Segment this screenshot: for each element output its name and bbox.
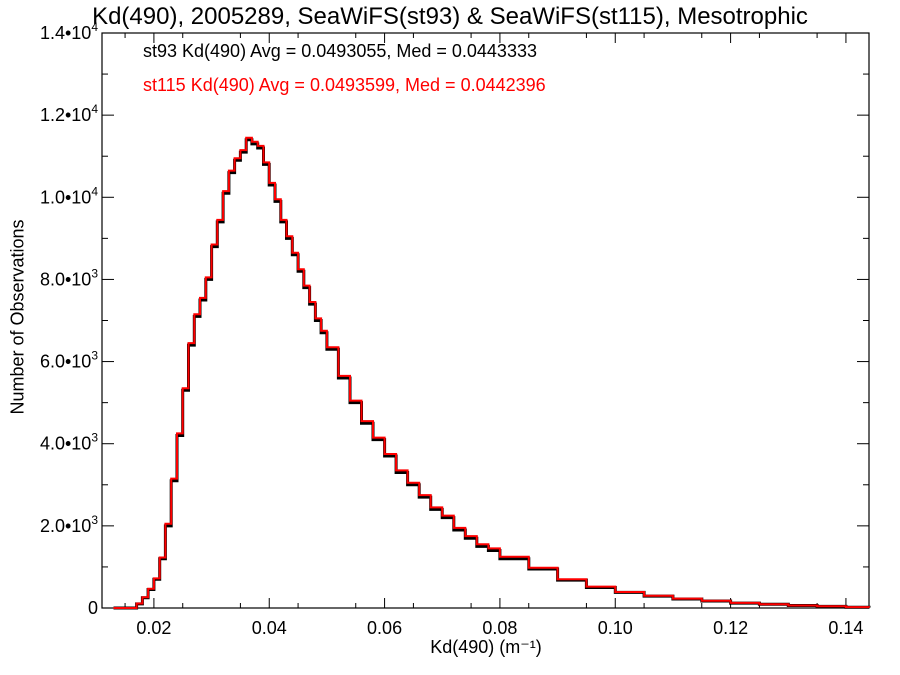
annotation-st93-stats: st93 Kd(490) Avg = 0.0493055, Med = 0.04… [143, 41, 537, 61]
y-tick-label: 8.0•103 [40, 266, 98, 289]
x-axis-label: Kd(490) (m⁻¹) [430, 637, 542, 657]
y-tick-label: 1.2•104 [40, 102, 98, 125]
x-tick-label: 0.06 [367, 618, 402, 638]
x-tick-label: 0.02 [136, 618, 171, 638]
x-tick-label: 0.04 [252, 618, 287, 638]
series-line-st93 [113, 138, 871, 610]
series-layer [113, 136, 871, 610]
x-tick-label: 0.14 [828, 618, 863, 638]
y-tick-label: 6.0•103 [40, 349, 98, 372]
y-tick-label: 2.0•103 [40, 513, 98, 536]
y-tick-label: 1.4•104 [40, 20, 98, 43]
plot-frame [101, 32, 870, 609]
x-tick-label: 0.10 [598, 618, 633, 638]
axis-ticks: 0.02 0.04 0.06 0.08 0.10 0.12 0.14 0 2.0•103 4.0•… [40, 20, 869, 638]
x-tick-label: 0.08 [482, 618, 517, 638]
y-tick-label: 1.0•104 [40, 184, 98, 207]
series-line-st115 [113, 136, 870, 609]
chart-title: Kd(490), 2005289, SeaWiFS(st93) & SeaWiF… [92, 3, 808, 30]
annotation-st115-stats: st115 Kd(490) Avg = 0.0493599, Med = 0.0… [143, 75, 546, 95]
x-tick-label: 0.12 [713, 618, 748, 638]
y-tick-label: 4.0•103 [40, 431, 98, 454]
y-tick-label: 0 [88, 598, 98, 618]
